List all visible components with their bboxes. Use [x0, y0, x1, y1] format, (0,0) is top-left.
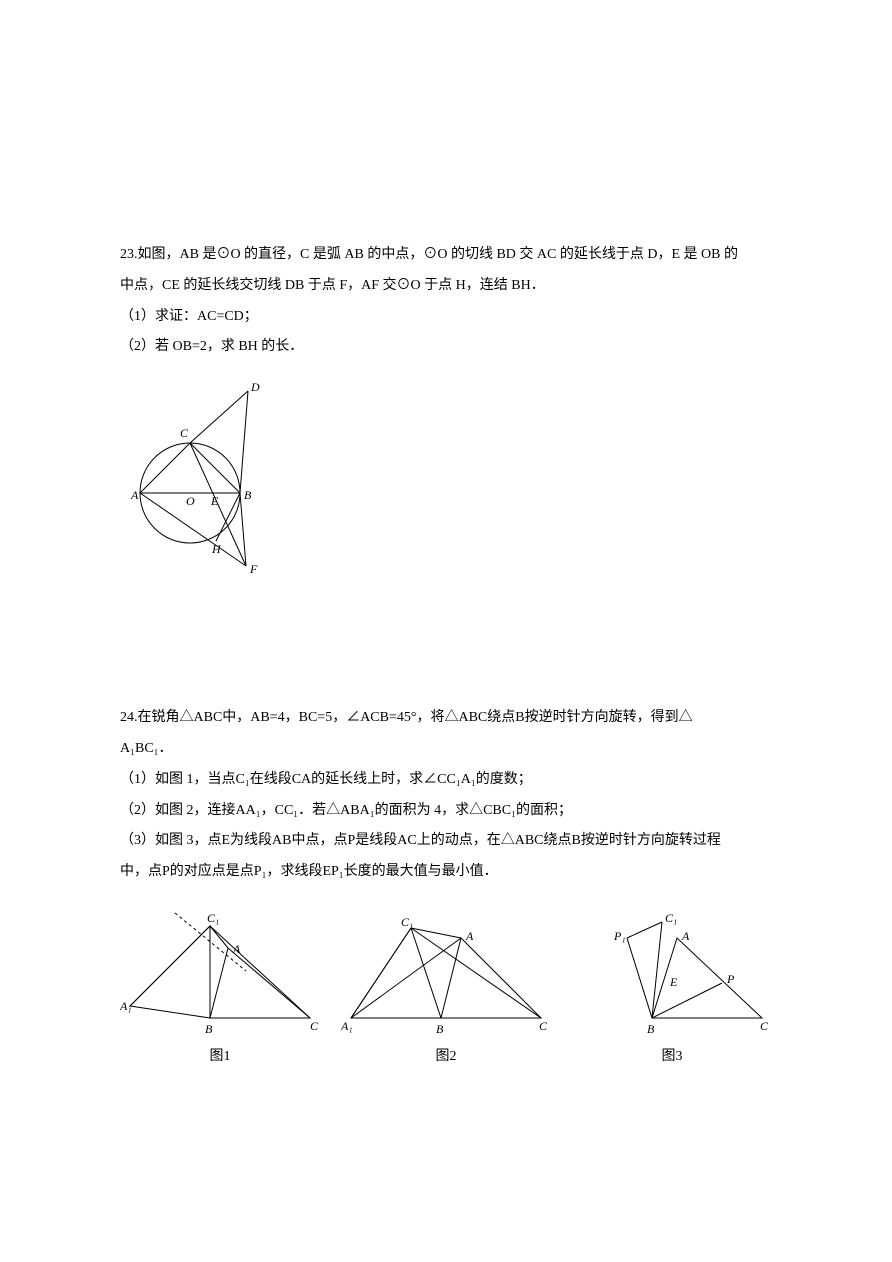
figure-3-container: A B C C₁ E P P₁ 图3 — [572, 908, 772, 1073]
problem-23-number: 23. — [120, 247, 138, 262]
fig2-label-B: B — [436, 1022, 444, 1036]
fig3-label-A: A — [681, 929, 690, 943]
problem-23-text: 23.如图，AB 是⊙O 的直径，C 是弧 AB 的中点，⊙O 的切线 BD 交… — [120, 240, 772, 271]
figure-1-label: 图1 — [210, 1042, 231, 1073]
label-F: F — [249, 562, 258, 576]
fig1-label-A: A — [232, 942, 241, 956]
problem-24-sub3b: 中，点P的对应点是点P₁，求线段EP₁长度的最大值与最小值． — [120, 857, 772, 888]
problem-23: 23.如图，AB 是⊙O 的直径，C 是弧 AB 的中点，⊙O 的切线 BD 交… — [120, 240, 772, 593]
label-C: C — [180, 426, 189, 440]
problem-24-line1: 在锐角△ABC中，AB=4，BC=5，∠ACB=45°，将△ABC绕点B按逆时针… — [138, 710, 693, 725]
fig1-label-C: C — [310, 1019, 319, 1033]
problem-24-text: 24.在锐角△ABC中，AB=4，BC=5，∠ACB=45°，将△ABC绕点B按… — [120, 703, 772, 734]
label-B: B — [244, 488, 252, 502]
figure-2-container: A A₁ B C C₁ 图2 — [341, 908, 551, 1073]
figure-2-svg: A A₁ B C C₁ — [341, 908, 551, 1038]
problem-24-number: 24. — [120, 710, 138, 725]
figure-1-container: A A₁ B C C₁ 图1 — [120, 908, 320, 1073]
circle-diagram: A B C D E F H O — [120, 373, 290, 593]
fig2-label-C1: C₁ — [401, 915, 413, 929]
fig3-label-E: E — [669, 975, 678, 989]
fig3-label-C1: C₁ — [665, 911, 677, 925]
fig3-label-P1: P₁ — [613, 929, 626, 943]
spacer — [120, 633, 772, 703]
problem-24-sub1: （1）如图 1，当点C₁在线段CA的延长线上时，求∠CC₁A₁的度数； — [120, 765, 772, 796]
label-D: D — [250, 380, 260, 394]
problem-23-sub1: （1）求证：AC=CD； — [120, 302, 772, 333]
problem-23-line2: 中点，CE 的延长线交切线 DB 于点 F，AF 交⊙O 于点 H，连结 BH． — [120, 271, 772, 302]
fig1-label-C1: C₁ — [207, 911, 219, 925]
figure-3-svg: A B C C₁ E P P₁ — [572, 908, 772, 1038]
problem-24-sub3: （3）如图 3，点E为线段AB中点，点P是线段AC上的动点，在△ABC绕点B按逆… — [120, 826, 772, 857]
figure-1-svg: A A₁ B C C₁ — [120, 908, 320, 1038]
fig2-label-C: C — [539, 1019, 548, 1033]
label-H: H — [211, 542, 222, 556]
label-E: E — [210, 494, 219, 508]
fig2-label-A: A — [465, 929, 474, 943]
fig3-label-B: B — [647, 1022, 655, 1036]
problem-23-line1: 如图，AB 是⊙O 的直径，C 是弧 AB 的中点，⊙O 的切线 BD 交 AC… — [138, 247, 738, 262]
label-O: O — [186, 494, 195, 508]
figure-2-label: 图2 — [436, 1042, 457, 1073]
problem-23-figure: A B C D E F H O — [120, 373, 772, 593]
problem-24-sub2: （2）如图 2，连接AA₁，CC₁．若△ABA₁的面积为 4，求△CBC₁的面积… — [120, 796, 772, 827]
fig1-label-B: B — [205, 1022, 213, 1036]
problem-23-sub2: （2）若 OB=2，求 BH 的长． — [120, 332, 772, 363]
problem-24-figures: A A₁ B C C₁ 图1 — [120, 908, 772, 1073]
fig3-label-C: C — [760, 1019, 769, 1033]
problem-24-line2: A₁BC₁． — [120, 734, 772, 765]
problem-24: 24.在锐角△ABC中，AB=4，BC=5，∠ACB=45°，将△ABC绕点B按… — [120, 703, 772, 1073]
figure-3-label: 图3 — [662, 1042, 683, 1073]
fig1-label-A1: A₁ — [120, 999, 132, 1013]
fig3-label-P: P — [726, 972, 735, 986]
label-A: A — [130, 488, 139, 502]
fig2-label-A1: A₁ — [341, 1019, 353, 1033]
